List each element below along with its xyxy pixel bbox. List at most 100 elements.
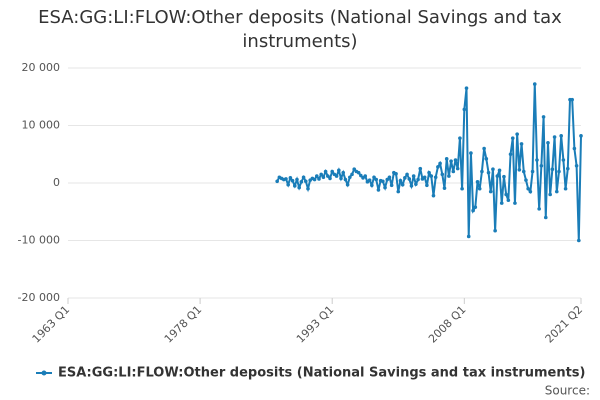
x-tick-label: 1993 Q1	[294, 303, 337, 346]
data-point	[319, 172, 323, 177]
data-point	[350, 172, 354, 177]
data-point	[502, 174, 506, 179]
data-point	[462, 107, 467, 112]
data-point	[508, 152, 513, 157]
data-point	[513, 201, 517, 205]
data-point	[321, 175, 326, 180]
data-point	[284, 177, 288, 181]
data-point	[570, 97, 574, 102]
data-point	[530, 169, 535, 174]
data-point	[422, 175, 427, 180]
data-point	[317, 177, 321, 181]
data-point	[301, 175, 306, 180]
data-point	[464, 86, 469, 90]
data-point	[557, 169, 561, 174]
data-point	[385, 177, 390, 182]
y-tick-label: 10 000	[22, 119, 61, 132]
data-point	[574, 163, 579, 168]
data-point	[535, 158, 539, 162]
data-point	[299, 180, 304, 184]
data-point	[471, 208, 475, 213]
data-point	[363, 174, 368, 178]
data-point	[341, 170, 346, 175]
data-point	[526, 186, 530, 191]
data-point	[387, 175, 392, 180]
data-point	[312, 177, 317, 182]
data-point	[528, 189, 533, 194]
data-point	[337, 168, 341, 173]
data-point	[339, 176, 343, 181]
data-point	[477, 186, 482, 191]
data-point	[493, 228, 497, 233]
data-point	[524, 178, 528, 182]
data-point	[290, 178, 295, 183]
data-point	[519, 142, 524, 146]
data-point	[572, 146, 577, 151]
data-point	[455, 166, 460, 171]
data-point	[334, 174, 339, 178]
data-point	[343, 177, 348, 182]
y-tick-label: 20 000	[22, 61, 61, 74]
data-point	[376, 188, 381, 192]
data-point	[433, 175, 438, 180]
data-point	[449, 159, 453, 163]
data-point	[561, 158, 566, 162]
data-point	[348, 175, 352, 180]
data-point	[400, 182, 405, 187]
legend-marker	[41, 370, 47, 376]
data-point	[460, 186, 464, 191]
data-point	[409, 184, 414, 188]
data-point	[475, 180, 480, 184]
data-point	[396, 189, 401, 194]
data-point	[295, 177, 299, 182]
data-point	[499, 201, 504, 205]
data-point	[473, 205, 478, 209]
data-point	[447, 174, 451, 178]
data-point	[517, 167, 522, 172]
data-point	[370, 183, 374, 188]
data-point	[480, 169, 484, 174]
data-point	[303, 179, 308, 184]
data-point	[539, 163, 544, 168]
data-point	[541, 115, 546, 119]
data-point	[403, 176, 407, 180]
data-point	[359, 173, 363, 178]
data-point	[297, 185, 301, 190]
data-point	[367, 178, 372, 182]
data-point	[442, 186, 447, 190]
data-point	[389, 183, 394, 188]
x-tick-label: 2021 Q2	[543, 303, 586, 346]
data-point	[411, 174, 416, 178]
data-point	[427, 170, 431, 175]
y-tick-label: -10 000	[18, 234, 60, 247]
data-point	[458, 136, 462, 140]
x-tick-label: 1963 Q1	[30, 303, 73, 346]
data-point	[579, 134, 583, 138]
source: Source:	[545, 384, 590, 398]
data-point	[565, 166, 570, 171]
data-point	[515, 132, 519, 136]
data-point	[405, 172, 409, 177]
data-point	[374, 177, 379, 182]
data-point	[563, 186, 568, 191]
legend-label: ESA:GG:LI:FLOW:Other deposits (National …	[58, 366, 586, 381]
data-point	[576, 238, 581, 243]
data-point	[444, 157, 449, 161]
data-point	[554, 189, 559, 194]
data-point	[438, 161, 442, 166]
x-tick-label: 2008 Q1	[426, 303, 469, 346]
data-point	[288, 176, 293, 180]
data-point	[418, 166, 423, 171]
data-point	[491, 167, 495, 171]
data-point	[328, 176, 332, 181]
data-point	[504, 192, 508, 197]
data-point	[482, 146, 486, 151]
data-point	[372, 175, 376, 180]
data-point	[398, 178, 403, 183]
data-point	[275, 179, 279, 184]
data-point	[552, 135, 557, 139]
data-point	[429, 174, 434, 178]
data-point	[537, 207, 541, 211]
